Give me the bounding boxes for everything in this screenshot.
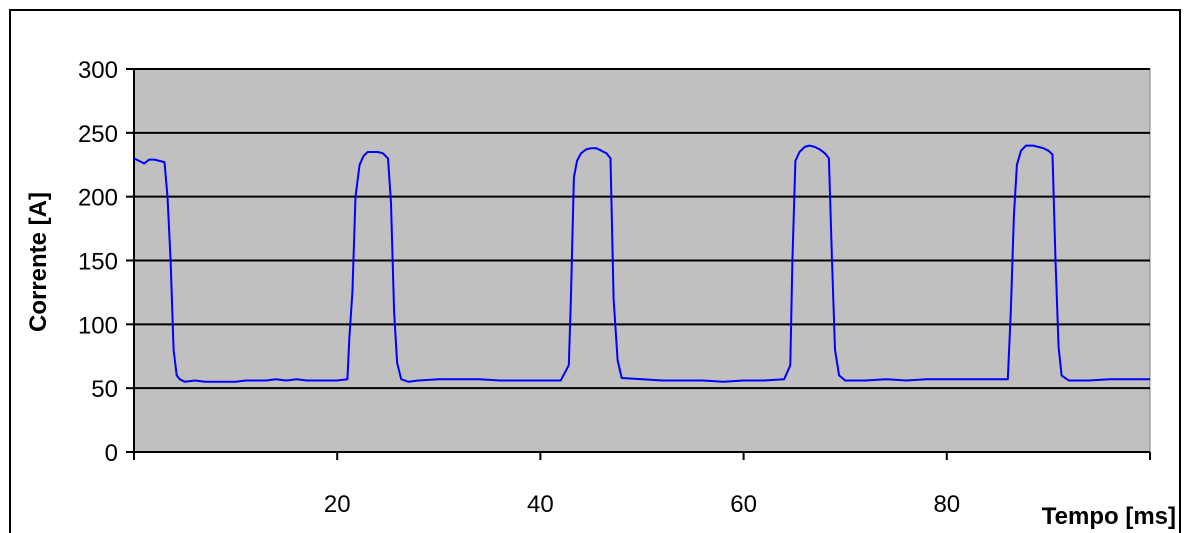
y-axis-label: Corrente [A] [25,192,52,332]
x-tick-label: 20 [324,491,351,518]
y-tick-label: 200 [78,185,118,212]
y-tick-label: 50 [91,376,118,403]
x-tick-label: 40 [527,491,554,518]
series-line-corrente [133,144,1150,383]
x-axis-ticks: 20 40 60 80 [133,452,1151,518]
x-tick-label: 60 [730,491,757,518]
y-axis-ticks: 0 50 100 150 200 250 300 [78,57,134,467]
y-tick-label: 100 [78,312,118,339]
y-tick-label: 300 [78,57,118,84]
y-tick-label: 150 [78,249,118,276]
grid-lines [134,68,1150,390]
y-tick-label: 250 [78,121,118,148]
x-axis-label: Tempo [ms] [1042,503,1176,530]
y-tick-label: 0 [105,440,118,467]
x-tick-label: 80 [933,491,960,518]
